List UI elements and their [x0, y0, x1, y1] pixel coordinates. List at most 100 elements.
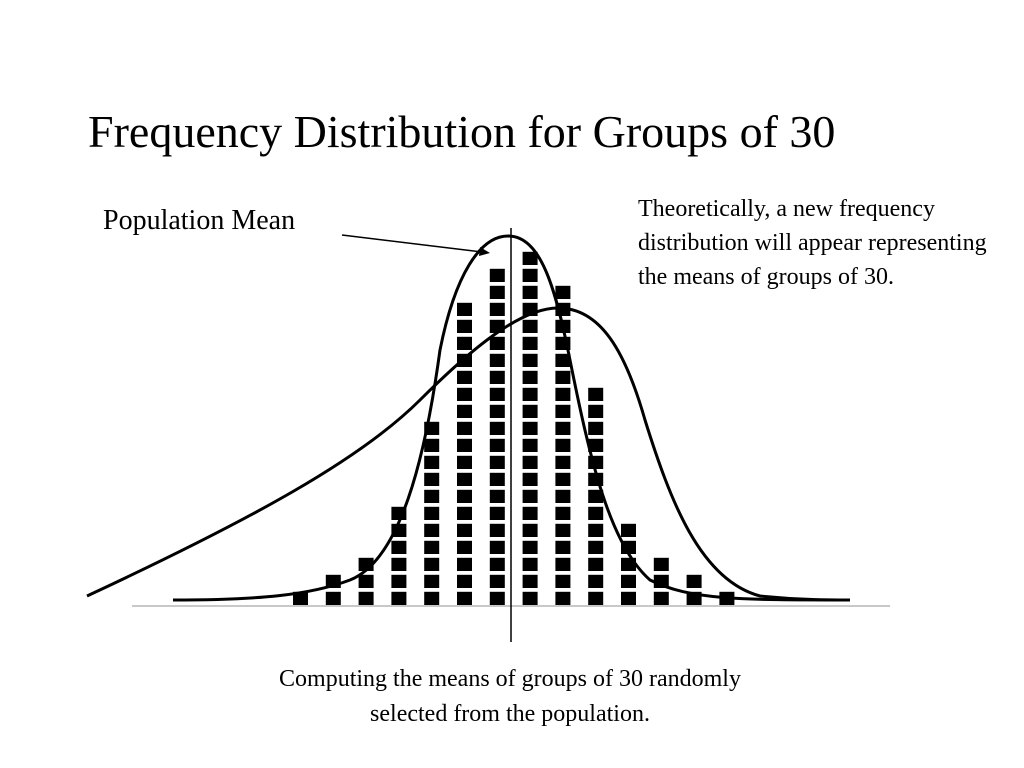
bar-marker — [489, 574, 505, 588]
bar-marker — [555, 387, 571, 401]
bar-marker — [489, 489, 505, 503]
bar-marker — [588, 404, 604, 418]
bar-marker — [621, 523, 636, 537]
bar-marker — [522, 540, 538, 554]
bar-marker — [522, 489, 538, 503]
bar-marker — [588, 506, 604, 520]
bar-marker — [489, 540, 505, 554]
bar-marker — [653, 591, 669, 605]
bar-marker — [424, 438, 440, 452]
bar-marker — [457, 523, 472, 537]
bar-marker — [588, 574, 604, 588]
bar-marker — [457, 557, 472, 571]
bar-marker — [555, 438, 571, 452]
bar-marker — [522, 438, 538, 452]
bar-marker — [457, 540, 472, 554]
bar-marker — [457, 455, 472, 469]
bar-marker — [489, 455, 505, 469]
bar-marker — [522, 251, 538, 265]
bar-marker — [522, 421, 538, 435]
bar-marker — [522, 370, 538, 384]
bar-marker — [621, 574, 636, 588]
bar-5 — [424, 421, 440, 605]
bar-marker — [457, 472, 472, 486]
population-distribution-curve — [86, 306, 851, 602]
bar-marker — [588, 489, 604, 503]
bar-marker — [424, 455, 440, 469]
bar-marker — [424, 523, 440, 537]
bar-marker — [522, 574, 538, 588]
bar-marker — [457, 489, 472, 503]
bar-marker — [555, 523, 571, 537]
bar-marker — [391, 540, 407, 554]
bar-marker — [424, 489, 440, 503]
bar-marker — [424, 506, 440, 520]
bar-marker — [522, 353, 538, 367]
bar-marker — [588, 591, 604, 605]
slide-title: Frequency Distribution for Groups of 30 — [88, 106, 836, 157]
bar-marker — [391, 591, 407, 605]
population-mean-label: Population Mean — [103, 205, 296, 236]
bar-marker — [555, 421, 571, 435]
bar-6 — [457, 302, 472, 605]
bar-marker — [424, 540, 440, 554]
bar-marker — [555, 557, 571, 571]
bar-marker — [489, 387, 505, 401]
bar-marker — [391, 574, 407, 588]
bar-marker — [653, 557, 669, 571]
bar-marker — [555, 455, 571, 469]
bar-marker — [588, 540, 604, 554]
mean-pointer-arrow-line — [341, 234, 483, 253]
bar-marker — [489, 523, 505, 537]
bar-marker — [489, 438, 505, 452]
sampling-distribution-curve — [172, 234, 851, 602]
bar-marker — [358, 574, 374, 588]
bar-1 — [293, 591, 308, 605]
bar-marker — [522, 557, 538, 571]
bar-marker — [555, 353, 571, 367]
bar-marker — [457, 421, 472, 435]
bar-marker — [424, 472, 440, 486]
bar-marker — [489, 268, 505, 282]
bar-marker — [522, 387, 538, 401]
bar-marker — [457, 302, 472, 316]
bar-marker — [555, 591, 571, 605]
bar-marker — [457, 353, 472, 367]
bar-2 — [325, 574, 341, 605]
bar-marker — [522, 404, 538, 418]
bar-marker — [588, 387, 604, 401]
bar-marker — [457, 319, 472, 333]
bar-marker — [489, 336, 505, 350]
bar-marker — [555, 574, 571, 588]
bar-marker — [522, 455, 538, 469]
bar-marker — [457, 438, 472, 452]
bar-marker — [522, 472, 538, 486]
theory-note: Theoretically, a new frequency distribut… — [638, 196, 987, 290]
bar-marker — [489, 404, 505, 418]
bar-marker — [522, 268, 538, 282]
bar-marker — [391, 557, 407, 571]
bar-marker — [489, 421, 505, 435]
bar-marker — [555, 540, 571, 554]
bar-7 — [489, 268, 505, 605]
bar-marker — [522, 523, 538, 537]
bar-marker — [588, 421, 604, 435]
bar-marker — [489, 302, 505, 316]
bar-marker — [457, 404, 472, 418]
bar-marker — [522, 319, 538, 333]
bar-marker — [457, 591, 472, 605]
bar-marker — [489, 506, 505, 520]
bar-marker — [588, 523, 604, 537]
bar-marker — [489, 472, 505, 486]
bar-marker — [489, 370, 505, 384]
bar-marker — [555, 404, 571, 418]
bar-marker — [457, 506, 472, 520]
bar-11 — [621, 523, 636, 605]
bar-marker — [489, 285, 505, 299]
caption-line-2: selected from the population. — [370, 701, 650, 727]
bar-13 — [686, 574, 702, 605]
bar-marker — [555, 285, 571, 299]
bar-marker — [489, 353, 505, 367]
bar-marker — [686, 574, 702, 588]
bar-marker — [457, 336, 472, 350]
